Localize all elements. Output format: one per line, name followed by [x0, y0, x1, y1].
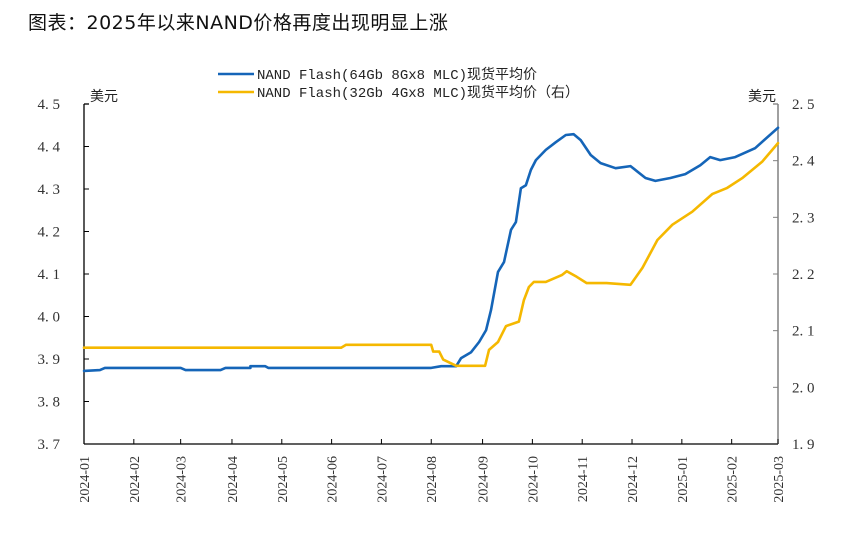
y-left-tick-label: 4. 1	[38, 267, 61, 283]
y-right-unit-label: 美元	[748, 89, 776, 105]
y-left-tick-label: 3. 9	[38, 352, 61, 368]
series-line-64gb	[82, 126, 780, 373]
series-lines	[82, 126, 780, 373]
legend-label: NAND Flash(64Gb 8Gx8 MLC)现货平均价	[257, 66, 537, 84]
y-right-tick-label: 2. 1	[792, 324, 815, 340]
x-tick-label: 2024-01	[78, 456, 93, 503]
x-tick-label: 2024-07	[375, 456, 390, 503]
y-left-unit-label: 美元	[90, 89, 118, 105]
x-tick-label: 2024-08	[425, 456, 440, 503]
x-tick-label: 2025-02	[726, 456, 741, 503]
x-tick-label: 2024-06	[326, 456, 341, 503]
x-tick-label: 2024-03	[175, 456, 190, 503]
y-left-tick-label: 4. 4	[38, 140, 61, 156]
series-line-32gb	[82, 141, 780, 368]
y-left-tick-label: 4. 2	[38, 225, 61, 241]
y-right-tick-label: 2. 4	[792, 154, 815, 170]
x-tick-label: 2025-03	[772, 456, 787, 503]
axes: 3. 7 3. 8 3. 9 4. 0 4. 1 4. 2 4. 3 4. 4 4. 5 1. 9…	[38, 89, 816, 503]
y-left-tick-label: 4. 3	[38, 182, 61, 198]
x-tick-label: 2024-09	[477, 456, 492, 503]
y-left-tick-label: 3. 7	[38, 437, 61, 453]
y-right-tick-label: 2. 0	[792, 380, 815, 396]
x-tick-label: 2024-05	[276, 456, 291, 503]
x-tick-label: 2024-04	[226, 456, 241, 503]
y-right-tick-label: 2. 5	[792, 97, 815, 113]
y-right-tick-label: 1. 9	[792, 437, 815, 453]
y-left-tick-label: 4. 5	[38, 97, 61, 113]
y-right-tick-label: 2. 3	[792, 210, 815, 226]
x-tick-label: 2024-12	[626, 456, 641, 503]
chart-title: 图表：2025年以来NAND价格再度出现明显上涨	[28, 12, 449, 34]
x-tick-label: 2024-10	[526, 456, 541, 503]
x-tick-label: 2024-11	[576, 456, 591, 502]
x-tick-label: 2024-02	[128, 456, 143, 503]
legend-label: NAND Flash(32Gb 4Gx8 MLC)现货平均价（右）	[257, 84, 579, 102]
y-left-tick-label: 3. 8	[38, 395, 61, 411]
x-tick-label: 2025-01	[676, 456, 691, 503]
y-left-tick-label: 4. 0	[38, 310, 61, 326]
y-right-tick-label: 2. 2	[792, 267, 815, 283]
